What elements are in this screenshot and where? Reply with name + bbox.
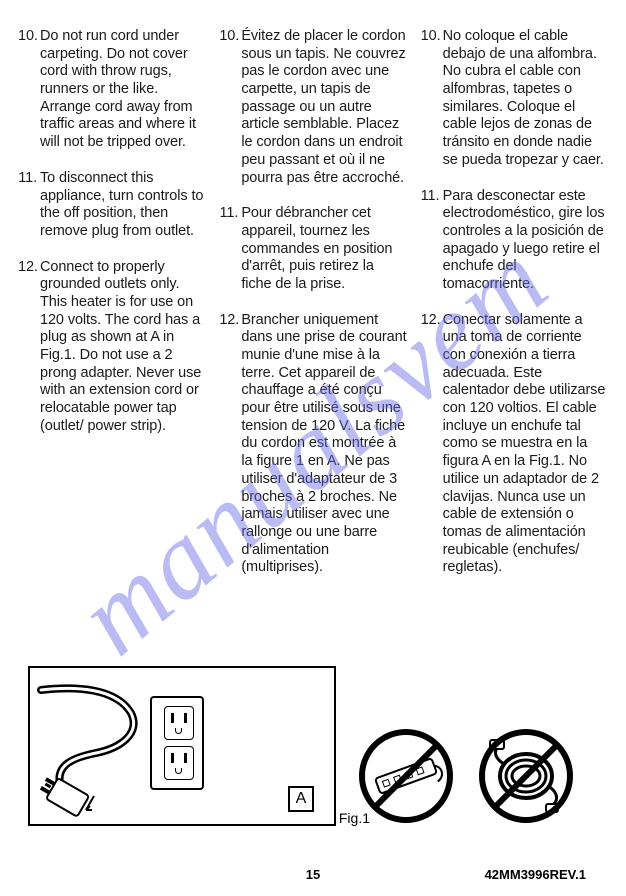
- item-number: 10.: [421, 28, 443, 170]
- list-item: 11. Pour débrancher cet appareil, tourne…: [219, 205, 406, 293]
- page-number: 15: [306, 867, 320, 882]
- item-number: 11.: [18, 170, 40, 241]
- list-item: 11. Para desconectar este electrodomésti…: [421, 188, 608, 294]
- item-number: 10.: [219, 28, 241, 187]
- item-number: 12.: [219, 312, 241, 577]
- no-extension-cord-icon: [476, 726, 576, 826]
- page-footer: 15 42MM3996REV.1: [0, 867, 626, 882]
- item-number: 12.: [421, 312, 443, 577]
- item-text: Connect to properly grounded outlets onl…: [40, 259, 205, 436]
- figure-1-box: A Fig.1: [28, 666, 336, 826]
- item-number: 12.: [18, 259, 40, 436]
- manual-page: manualsvem 10. Do not run cord under car…: [0, 0, 626, 896]
- list-item: 10. No coloque el cable debajo de una al…: [421, 28, 608, 170]
- item-text: Évitez de placer le cordon sous un tapis…: [241, 28, 406, 187]
- item-text: Do not run cord under carpeting. Do not …: [40, 28, 205, 152]
- item-text: No coloque el cable debajo de una alfomb…: [443, 28, 608, 170]
- figure-row: A Fig.1: [28, 666, 598, 826]
- no-power-strip-icon: [356, 726, 456, 826]
- plug-cord-illustration: [36, 678, 156, 818]
- item-text: Para desconectar este electrodoméstico, …: [443, 188, 608, 294]
- list-item: 10. Do not run cord under carpeting. Do …: [18, 28, 205, 152]
- text-columns: 10. Do not run cord under carpeting. Do …: [18, 28, 608, 595]
- list-item: 10. Évitez de placer le cordon sous un t…: [219, 28, 406, 187]
- list-item: 11. To disconnect this appliance, turn c…: [18, 170, 205, 241]
- list-item: 12. Connect to properly grounded outlets…: [18, 259, 205, 436]
- item-number: 11.: [219, 205, 241, 293]
- item-text: Brancher uniquement dans une prise de co…: [241, 312, 406, 577]
- item-text: Pour débrancher cet appareil, tournez le…: [241, 205, 406, 293]
- item-number: 11.: [421, 188, 443, 294]
- revision-code: 42MM3996REV.1: [485, 867, 586, 882]
- item-text: To disconnect this appliance, turn contr…: [40, 170, 205, 241]
- wall-outlet-illustration: [150, 696, 204, 790]
- item-number: 10.: [18, 28, 40, 152]
- column-french: 10. Évitez de placer le cordon sous un t…: [219, 28, 406, 595]
- figure-a-label: A: [288, 786, 314, 812]
- list-item: 12. Conectar solamente a una toma de cor…: [421, 312, 608, 577]
- item-text: Conectar solamente a una toma de corrien…: [443, 312, 608, 577]
- column-spanish: 10. No coloque el cable debajo de una al…: [421, 28, 608, 595]
- list-item: 12. Brancher uniquement dans une prise d…: [219, 312, 406, 577]
- column-english: 10. Do not run cord under carpeting. Do …: [18, 28, 205, 595]
